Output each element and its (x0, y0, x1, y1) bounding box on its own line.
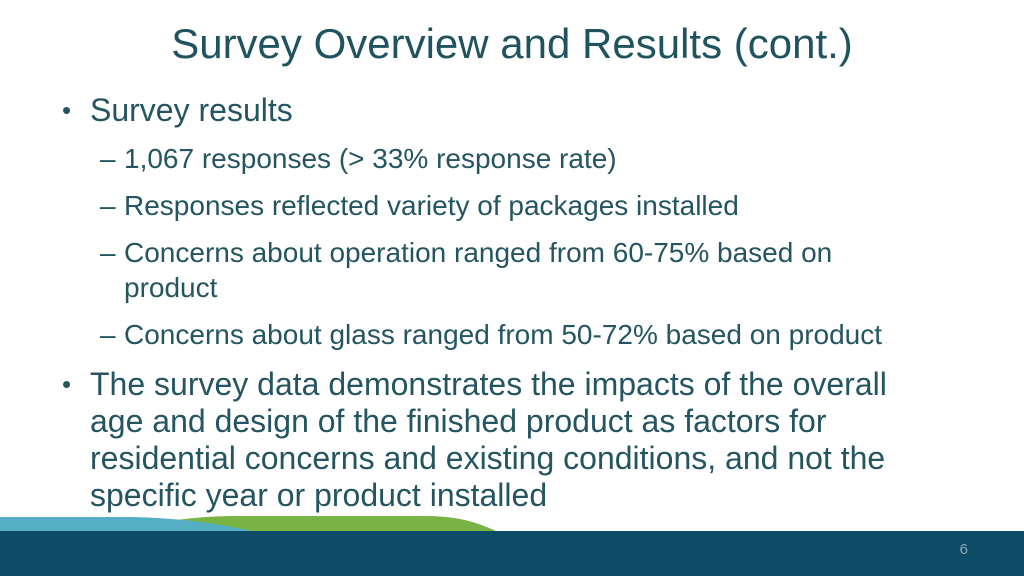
bullet-item-concerns-glass: – Concerns about glass ranged from 50-72… (62, 317, 910, 352)
bullet-text: Concerns about glass ranged from 50-72% … (124, 319, 883, 350)
bullet-marker: • (62, 369, 72, 399)
bullet-item-survey-results: • Survey results (62, 92, 910, 129)
accent-wave-blue (0, 517, 252, 531)
dash-marker: – (100, 190, 116, 221)
bullet-list: • Survey results – 1,067 responses (> 33… (62, 92, 910, 514)
dash-marker: – (100, 237, 116, 268)
dash-marker: – (100, 319, 116, 350)
bullet-item-survey-conclusion: • The survey data demonstrates the impac… (62, 366, 910, 514)
bullet-marker: • (62, 95, 72, 125)
bullet-item-responses-variety: – Responses reflected variety of package… (62, 188, 910, 223)
bullet-text: Responses reflected variety of packages … (124, 190, 739, 221)
bullet-item-responses-count: – 1,067 responses (> 33% response rate) (62, 141, 910, 176)
footer-decoration (0, 516, 1024, 576)
bullet-item-concerns-operation: – Concerns about operation ranged from 6… (62, 235, 910, 305)
page-number: 6 (959, 541, 968, 558)
bullet-text: Survey results (90, 92, 293, 128)
slide-title: Survey Overview and Results (cont.) (171, 20, 853, 67)
bullet-text: The survey data demonstrates the impacts… (90, 366, 887, 513)
footer-bar (0, 531, 1024, 576)
bullet-text: Concerns about operation ranged from 60-… (124, 237, 833, 303)
dash-marker: – (100, 143, 116, 174)
bullet-text: 1,067 responses (> 33% response rate) (124, 143, 617, 174)
